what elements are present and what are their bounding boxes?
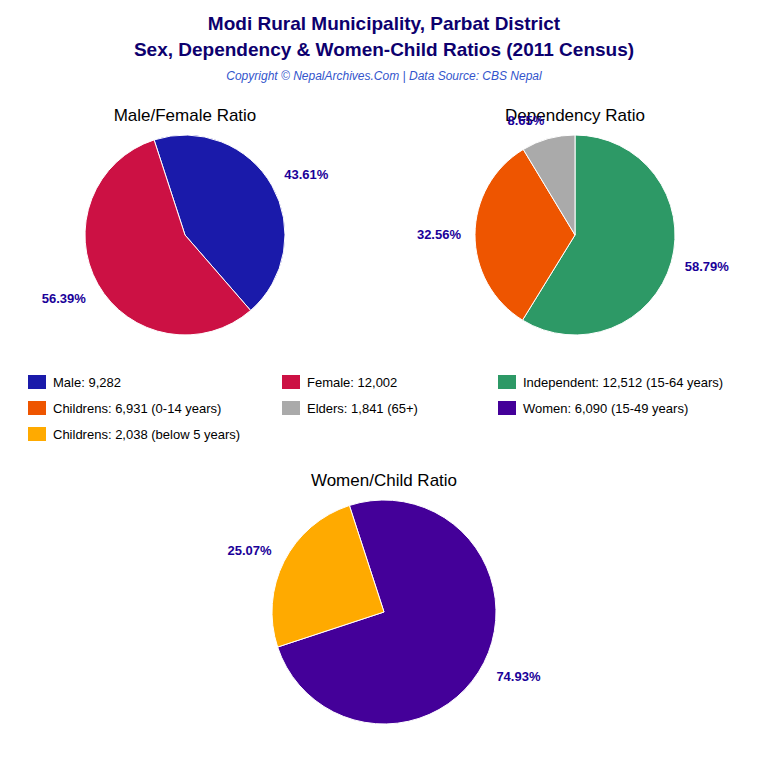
data-label: 8.65% (508, 113, 545, 128)
pie-slice (523, 135, 575, 235)
pie-title: Male/Female Ratio (114, 106, 257, 125)
legend-swatch (282, 401, 300, 415)
data-label: 25.07% (228, 543, 273, 558)
legend: Male: 9,282 Female: 12,002 Independent: 12… (28, 375, 723, 442)
legend-entry: Independent: 12,512 (15-64 years) (523, 375, 723, 390)
legend-swatch (28, 401, 46, 415)
legend-entry: Elders: 1,841 (65+) (307, 401, 418, 416)
background (0, 0, 768, 768)
legend-swatch (498, 375, 516, 389)
data-label: 32.56% (417, 227, 462, 242)
legend-swatch (498, 401, 516, 415)
data-label: 74.93% (496, 669, 541, 684)
copyright: Copyright © NepalArchives.Com | Data Sou… (226, 69, 542, 83)
pie-chart: Male/Female Ratio 43.61% 56.39% (42, 106, 329, 335)
legend-entry: Female: 12,002 (307, 375, 397, 390)
subtitle: Sex, Dependency & Women-Child Ratios (20… (134, 39, 634, 60)
data-label: 43.61% (284, 167, 329, 182)
legend-entry: Male: 9,282 (53, 375, 121, 390)
legend-swatch (282, 375, 300, 389)
pie-slice (272, 505, 384, 647)
figure: Modi Rural Municipality, Parbat District… (0, 0, 768, 768)
title: Modi Rural Municipality, Parbat District (208, 13, 561, 34)
pie-slice (85, 140, 251, 335)
pie-chart: Dependency Ratio58.79%32.56%8.65% (417, 106, 729, 335)
pie-title: Women/Child Ratio (311, 471, 457, 490)
legend-entry: Women: 6,090 (15-49 years) (523, 401, 688, 416)
legend-entry: Childrens: 6,931 (0-14 years) (53, 401, 221, 416)
data-label: 56.39% (42, 291, 87, 306)
legend-swatch (28, 375, 46, 389)
legend-entry: Childrens: 2,038 (below 5 years) (53, 427, 240, 442)
legend-swatch (28, 427, 46, 441)
pie-chart: Women/Child Ratio 74.93% 25.07% (228, 471, 541, 724)
data-label: 58.79% (685, 259, 730, 274)
